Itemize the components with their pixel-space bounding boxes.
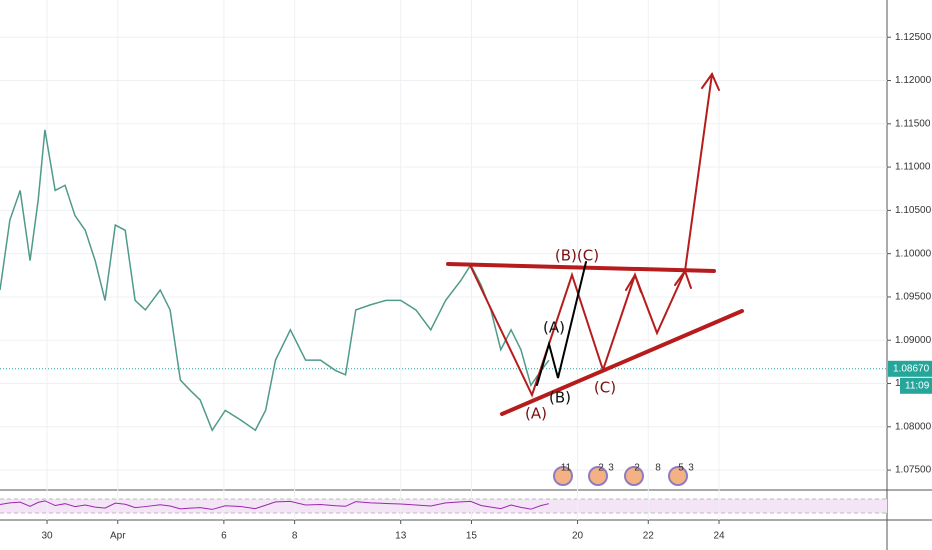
x-tick-label: 13 [395,531,407,542]
y-tick-label: 1.07500 [895,465,932,476]
arrow-head [701,71,720,91]
event-count: 2 [598,463,604,474]
event-icon [588,466,608,486]
wave-label: (A) [543,319,565,337]
wave-label: (C) [594,379,616,397]
x-tick-label: Apr [110,531,126,542]
x-tick-label: 15 [466,531,478,542]
y-tick-label: 1.10000 [895,248,932,259]
sub-wave [536,261,587,386]
event-icon [553,466,573,486]
y-tick-label: 1.12500 [895,32,932,43]
countdown: 11:09 [905,380,930,391]
event-count: 3 [688,463,694,474]
x-tick-label: 22 [643,531,655,542]
axes: 1.075001.080001.085001.090001.095001.100… [41,32,932,542]
y-tick-label: 1.10500 [895,205,932,216]
x-tick-label: 20 [572,531,584,542]
y-tick-label: 1.09000 [895,335,932,346]
wave-path [469,73,713,398]
x-tick-label: 30 [41,531,53,542]
event-count: 8 [655,463,661,474]
rsi-line [0,500,550,510]
event-icon [624,466,644,486]
countdown-tag [900,377,932,394]
arrow-head [674,268,692,289]
x-tick-label: 24 [713,531,725,542]
event-count: 5 [678,463,684,474]
resistance-line [446,262,716,273]
wave-label: (B) [549,389,571,407]
drawings [446,71,744,416]
event-count: 2 [634,463,640,474]
events: 11 2 3 2 8 5 3 [553,463,694,486]
event-count: 3 [608,463,614,474]
y-tick-label: 1.11500 [895,118,931,129]
y-tick-label: 1.09500 [895,292,932,303]
wave-label: (A) [525,405,547,423]
arrow-head [625,272,642,293]
y-tick-label: 1.08000 [895,421,932,432]
y-tick-label: 1.11000 [895,162,931,173]
event-icon [668,466,688,486]
y-tick-label: 1.12000 [895,75,932,86]
grid [0,0,887,520]
last-price-tag [888,360,932,377]
x-tick-label: 6 [221,531,227,542]
support-line [500,309,744,416]
event-count: 11 [561,463,572,474]
wave-label: (B)(C) [555,247,599,265]
last-price-label: 1.08670 [893,363,930,374]
rsi-band [0,499,887,513]
x-tick-label: 8 [292,531,298,542]
